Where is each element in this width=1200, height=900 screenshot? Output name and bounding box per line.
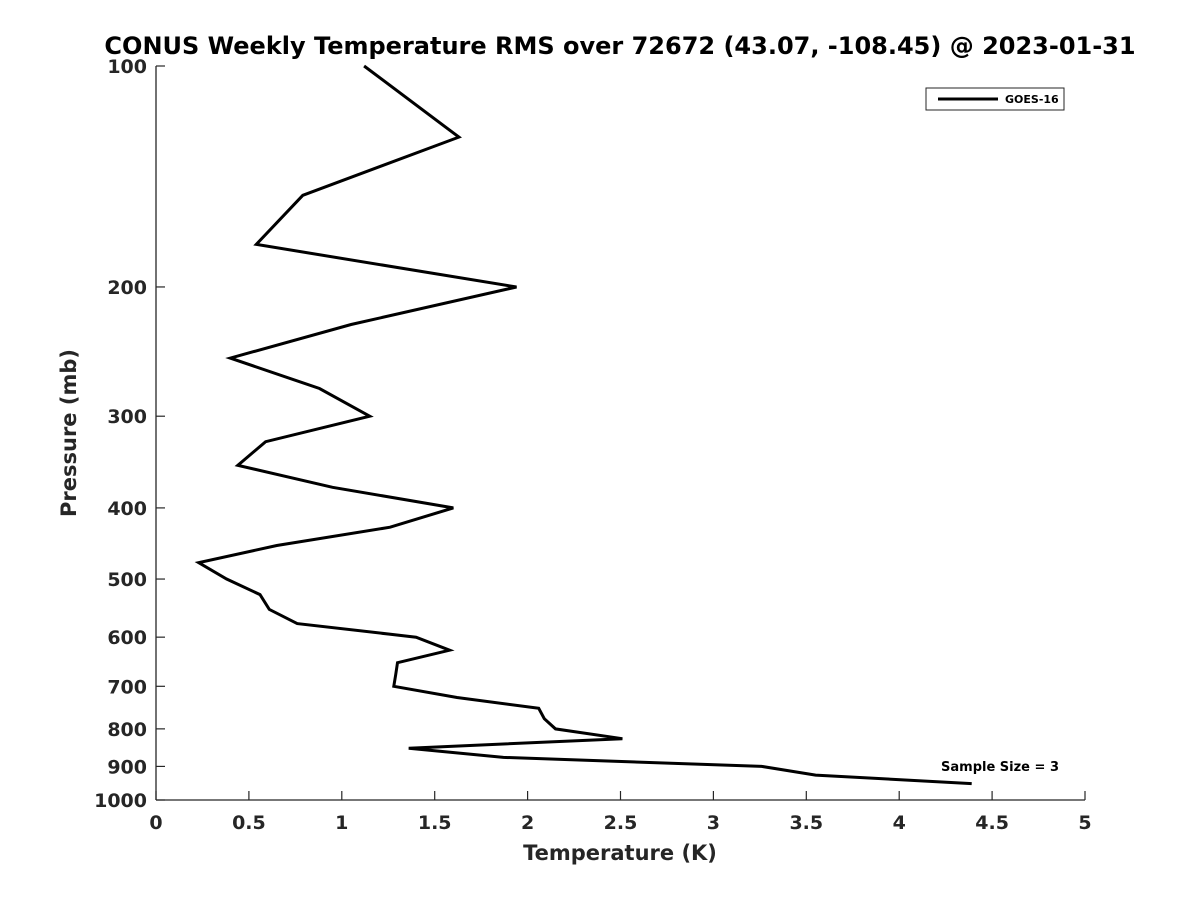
y-tick-label: 900 xyxy=(107,756,147,778)
x-tick-label: 4 xyxy=(893,812,906,834)
x-tick-label: 3.5 xyxy=(789,812,823,834)
x-tick-label: 4.5 xyxy=(975,812,1009,834)
sample-size-note: Sample Size = 3 xyxy=(941,760,1059,775)
legend: GOES-16 xyxy=(925,87,1065,111)
y-axis-label: Pressure (mb) xyxy=(57,349,81,517)
series-group xyxy=(194,64,972,786)
y-ticks: 100 200 300 400 500 600 700 800 900 1000 xyxy=(94,56,165,812)
y-tick-label: 600 xyxy=(107,627,147,649)
x-ticks: 0 0.5 1 1.5 2 2.5 3 3.5 4 4.5 5 xyxy=(149,791,1092,834)
y-tick-label: 800 xyxy=(107,719,147,741)
x-tick-label: 3 xyxy=(707,812,720,834)
x-tick-label: 1.5 xyxy=(418,812,452,834)
y-tick-label: 1000 xyxy=(94,790,147,812)
y-tick-label: 500 xyxy=(107,569,147,591)
x-tick-label: 5 xyxy=(1078,812,1091,834)
x-tick-label: 2.5 xyxy=(604,812,638,834)
x-tick-label: 0 xyxy=(149,812,162,834)
y-tick-label: 200 xyxy=(107,277,147,299)
x-axis-label: Temperature (K) xyxy=(523,841,717,865)
y-tick-label: 300 xyxy=(107,406,147,428)
y-tick-label: 700 xyxy=(107,676,147,698)
y-tick-label: 400 xyxy=(107,498,147,520)
x-tick-label: 2 xyxy=(521,812,534,834)
x-tick-label: 0.5 xyxy=(232,812,266,834)
chart-title: CONUS Weekly Temperature RMS over 72672 … xyxy=(104,32,1135,60)
y-tick-label: 100 xyxy=(107,56,147,78)
series-line-goes-16 xyxy=(194,64,972,786)
x-tick-label: 1 xyxy=(335,812,348,834)
legend-label: GOES-16 xyxy=(1005,93,1059,106)
